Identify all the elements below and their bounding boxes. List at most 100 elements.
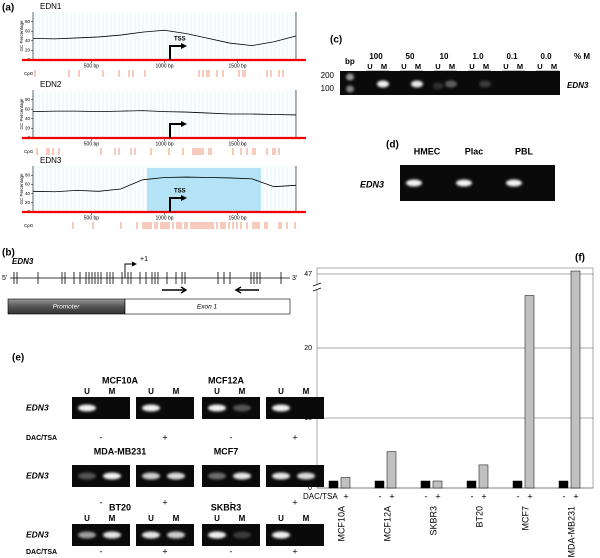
tss-arrow <box>169 123 182 138</box>
lane-label: U <box>148 387 154 396</box>
gel <box>72 465 130 487</box>
sample-label: PBL <box>515 146 534 156</box>
y-tick-label: 20 <box>25 126 31 131</box>
gel-band <box>445 80 457 88</box>
gel-band <box>167 531 185 539</box>
gene-label: EDN3 <box>26 470 49 480</box>
lane-label: M <box>517 62 523 71</box>
treatment-sign: - <box>471 491 474 501</box>
gel <box>266 465 324 487</box>
y-tick-label: 80 <box>25 19 31 24</box>
gene-label: EDN3 <box>567 81 589 90</box>
tss-label: TSS <box>174 189 186 195</box>
treatment-sign: + <box>435 491 440 501</box>
gc-trace <box>32 176 297 193</box>
lane-label: U <box>367 62 372 71</box>
y-tick-label: 20 <box>304 345 312 352</box>
treatment-sign: - <box>230 432 233 442</box>
panel-label: (f) <box>575 253 585 264</box>
y-tick-label: 40 <box>25 38 31 43</box>
lane-label: M <box>303 514 310 523</box>
bar <box>524 295 535 489</box>
concentration-label: 10 <box>440 52 449 61</box>
treatment-sign: + <box>162 497 167 507</box>
treatment-sign: + <box>527 491 532 501</box>
bar <box>386 451 397 489</box>
gel-band <box>377 80 389 88</box>
lane-label: M <box>173 387 180 396</box>
treatment-sign: + <box>389 491 394 501</box>
gel-band <box>103 472 121 480</box>
x-tick-label: 1000 bp <box>155 141 173 147</box>
row-label: DAC/TSA <box>303 492 338 501</box>
lane-label: U <box>214 387 220 396</box>
panel-label: (b) <box>2 248 15 259</box>
lane-label: U <box>469 62 474 71</box>
concentration-label: 1.0 <box>472 52 484 61</box>
gel-band <box>78 531 96 539</box>
treatment-sign: + <box>292 432 297 442</box>
cpg-island <box>146 168 261 212</box>
lane-label: M <box>173 514 180 523</box>
tss-arrowhead <box>132 261 137 267</box>
x-tick-label: SKBR3 <box>428 506 438 536</box>
gel-band <box>272 404 290 412</box>
cell-line-label: MDA-MB231 <box>94 446 147 456</box>
cpg-label: CpG <box>24 149 34 154</box>
treatment-sign: - <box>100 432 103 442</box>
lane-label: U <box>84 514 90 523</box>
y-tick-label: 40 <box>25 191 31 196</box>
tss-label: TSS <box>174 37 186 43</box>
gel <box>400 165 555 201</box>
treatment-sign: - <box>100 546 103 556</box>
gel-band <box>233 404 251 412</box>
panel-label: (e) <box>12 353 24 364</box>
gel <box>72 397 130 419</box>
x-tick-label: 500 bp <box>84 63 100 69</box>
y-tick-label: 60 <box>25 182 31 187</box>
gene-label: EDN3 <box>26 402 49 412</box>
bar <box>478 464 489 489</box>
y-tick-label: 0 <box>308 485 312 492</box>
y-tick-label: 40 <box>25 116 31 121</box>
y-tick-label: 60 <box>25 106 31 111</box>
sample-label: HMEC <box>414 146 441 156</box>
x-tick-label: 1500 bp <box>229 141 247 147</box>
y-axis-label: GC Percentage <box>19 20 24 52</box>
cpg-label: CpG <box>24 71 34 76</box>
gel-band <box>411 80 423 88</box>
gel-band <box>167 472 185 480</box>
y-axis-label: GC Percentage <box>19 98 24 130</box>
gel-band <box>406 179 422 187</box>
gel-band <box>297 472 315 480</box>
x-tick-label: 1000 bp <box>155 215 173 221</box>
lane-label: M <box>239 514 246 523</box>
y-tick-label: 80 <box>25 172 31 177</box>
lane-label: U <box>503 62 508 71</box>
five-prime: 5' <box>2 275 7 282</box>
gel-band <box>208 531 226 539</box>
lane-label: M <box>303 387 310 396</box>
three-prime: 3' <box>292 275 297 282</box>
chart-title: EDN3 <box>40 156 62 165</box>
promoter-label: Promoter <box>53 304 81 311</box>
x-tick-label: BT20 <box>474 506 484 528</box>
treatment-sign: - <box>379 491 382 501</box>
lane-label: U <box>278 387 284 396</box>
lane-label: U <box>401 62 406 71</box>
panel-label: (d) <box>386 140 399 151</box>
x-tick-label: 1500 bp <box>229 63 247 69</box>
gel <box>202 465 260 487</box>
gel-band <box>506 179 522 187</box>
gel <box>136 397 194 419</box>
bar <box>466 480 477 489</box>
x-tick-label: MDA-MB231 <box>566 506 576 558</box>
y-tick-label: 47 <box>304 271 312 278</box>
bar <box>328 480 339 489</box>
exon-box <box>124 298 291 315</box>
cell-line-label: MCF10A <box>102 375 139 385</box>
panel-label: (c) <box>330 35 342 46</box>
gel-band <box>142 404 160 412</box>
gel-band <box>272 531 290 539</box>
